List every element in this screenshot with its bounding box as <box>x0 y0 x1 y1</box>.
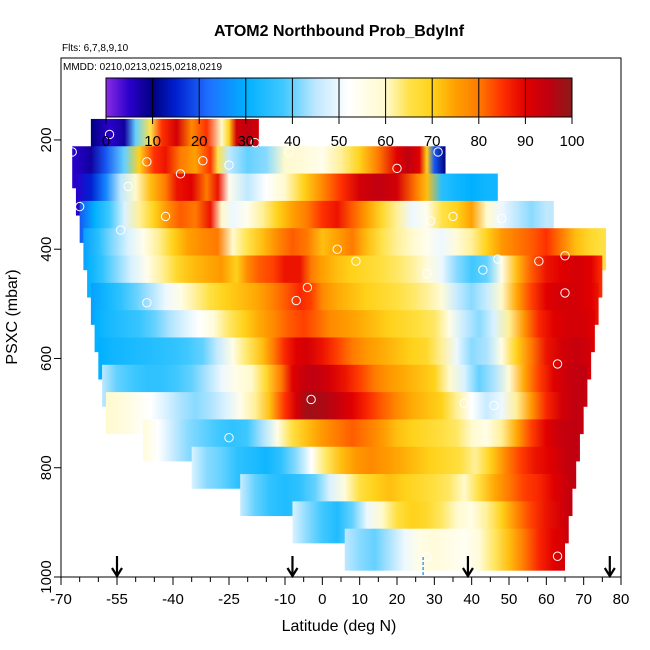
bottom-arrows <box>111 556 616 579</box>
y-tick-label: 200 <box>38 127 55 152</box>
sample-point <box>496 213 507 224</box>
location-arrow <box>462 556 474 579</box>
colorbar-tick-label: 20 <box>191 133 208 150</box>
y-tick-label: 1000 <box>38 560 55 593</box>
location-arrow <box>111 556 123 579</box>
heatmap-row <box>344 528 565 571</box>
x-tick-label: 20 <box>389 591 406 608</box>
x-tick-label: -55 <box>106 591 128 608</box>
colorbar-tick-label: 30 <box>237 133 254 150</box>
y-tick-label: 400 <box>38 237 55 262</box>
x-tick-label: -70 <box>50 591 72 608</box>
sample-point <box>332 244 342 254</box>
sample-point <box>560 251 570 261</box>
sample-point <box>67 147 77 157</box>
colorbar-tick-label: 60 <box>377 133 394 150</box>
sample-point <box>160 211 171 222</box>
sample-point <box>422 269 432 279</box>
x-tick-label: 50 <box>501 591 518 608</box>
x-tick-label: 10 <box>351 591 368 608</box>
heatmap <box>72 118 607 571</box>
sample-point <box>425 216 436 226</box>
sample-point <box>142 298 152 308</box>
x-tick-label: -25 <box>218 591 240 608</box>
subtitle-dates: MMDD: 0210,0213,0215,0218,0219 <box>63 62 222 73</box>
sample-point <box>534 256 544 266</box>
location-arrow <box>603 556 616 579</box>
colorbar-tick-label: 90 <box>517 133 534 150</box>
sample-point <box>224 432 234 443</box>
sample-point <box>302 282 313 293</box>
colorbar-tick-label: 100 <box>559 133 584 150</box>
colorbar: 0 10 20 30 40 50 60 70 80 90 100 <box>102 77 585 150</box>
y-tick-label: 800 <box>38 455 55 480</box>
x-tick-label: 0 <box>318 591 326 608</box>
sample-point <box>392 163 402 174</box>
sample-point <box>351 256 361 266</box>
y-axis-label: PSXC (mbar) <box>4 269 21 364</box>
sample-point <box>306 394 316 405</box>
colorbar-tick-label: 0 <box>102 133 110 150</box>
x-tick-label: 30 <box>426 591 443 608</box>
sample-point <box>291 295 301 306</box>
colorbar-tick-label: 80 <box>470 133 487 150</box>
y-axis: 200 400 600 800 1000 <box>38 127 61 594</box>
x-axis: -70 -55 -40 -25 -10 0 10 20 30 40 50 60 70 80 <box>50 577 629 608</box>
sample-point <box>552 551 563 561</box>
sample-point <box>198 156 208 166</box>
sample-point <box>123 181 133 192</box>
x-tick-label: -40 <box>162 591 184 608</box>
sample-point <box>250 137 260 148</box>
y-tick-label: 600 <box>38 346 55 371</box>
sample-point <box>560 288 570 298</box>
x-axis-label: Latitude (deg N) <box>282 618 397 635</box>
sample-point <box>478 265 488 275</box>
chart-title: ATOM2 Northbound Prob_BdyInf <box>214 23 465 40</box>
colorbar-tick-label: 40 <box>284 133 301 150</box>
sample-point <box>493 254 503 264</box>
x-tick-label: 60 <box>538 591 555 608</box>
sample-point <box>116 225 126 235</box>
sample-point <box>104 129 115 140</box>
x-tick-label: -10 <box>274 591 296 608</box>
sample-point <box>433 147 443 157</box>
sample-points <box>67 129 570 562</box>
sample-point <box>489 400 499 411</box>
sample-point <box>175 169 186 179</box>
sample-point <box>448 211 458 222</box>
x-tick-label: 40 <box>463 591 480 608</box>
sample-point <box>142 157 152 167</box>
colorbar-tick-label: 10 <box>144 133 161 150</box>
x-tick-label: 80 <box>613 591 630 608</box>
x-tick-label: 70 <box>575 591 592 608</box>
sample-point <box>284 147 294 157</box>
sample-point <box>74 201 85 212</box>
sample-point <box>459 398 469 408</box>
sample-point <box>224 160 234 170</box>
colorbar-tick-label: 70 <box>424 133 441 150</box>
sample-point <box>552 359 563 369</box>
subtitle-flights: Flts: 6,7,8,9,10 <box>62 43 129 54</box>
colorbar-tick-label: 50 <box>331 133 348 150</box>
location-arrow <box>286 556 299 579</box>
sample-point <box>422 552 432 562</box>
